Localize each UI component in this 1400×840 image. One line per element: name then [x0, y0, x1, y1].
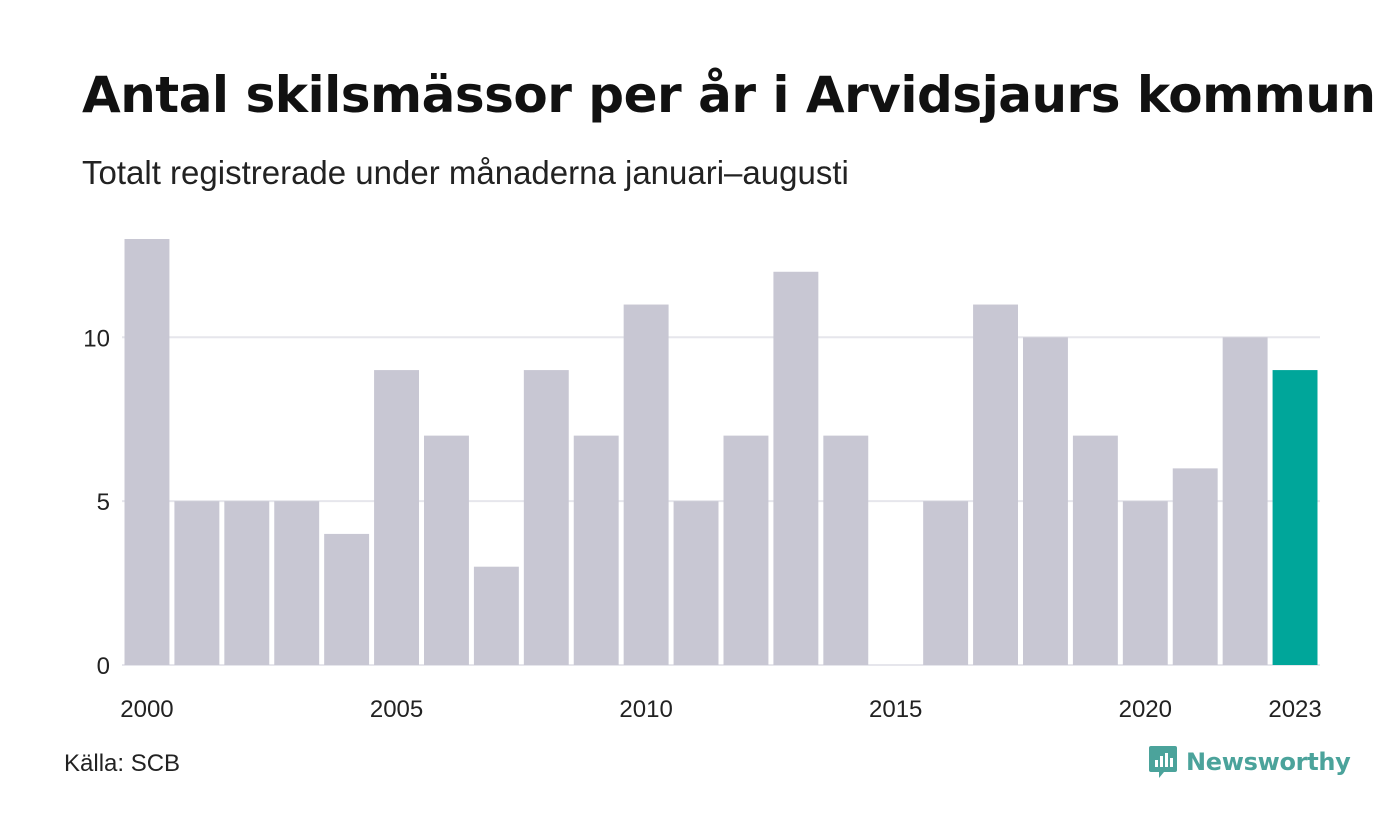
y-tick-label: 5: [97, 489, 110, 516]
y-tick-label: 10: [83, 325, 110, 352]
gridlines: [122, 336, 1320, 666]
chart-subtitle: Totalt registrerade under månaderna janu…: [82, 154, 849, 191]
chart-title: Antal skilsmässor per år i Arvidsjaurs k…: [82, 66, 1376, 124]
y-tick-label: 0: [97, 653, 110, 680]
bars: [124, 239, 1318, 665]
bar-2010: [623, 304, 669, 665]
x-tick-label: 2023: [1268, 696, 1321, 723]
x-tick-label: 2005: [370, 696, 423, 723]
y-axis-ticks: 0 5 10: [83, 325, 110, 680]
bar-2002: [224, 501, 270, 665]
brand-logo: Newsworthy: [1148, 742, 1351, 782]
bar-2001: [174, 501, 220, 665]
bar-2011: [673, 501, 719, 665]
bar-2020: [1122, 501, 1168, 665]
source-note: Källa: SCB: [64, 750, 181, 777]
bar-2007: [473, 566, 519, 665]
bar-2006: [424, 435, 469, 665]
bar-2021: [1172, 468, 1218, 665]
bar-2005: [374, 370, 419, 665]
bar-2003: [274, 501, 320, 665]
bar-2014: [823, 435, 869, 665]
bar-2012: [723, 435, 769, 665]
x-tick-label: 2010: [619, 696, 672, 723]
bar-2004: [324, 533, 370, 665]
brand-name: Newsworthy: [1186, 748, 1351, 776]
bar-2019: [1072, 435, 1118, 665]
bar-2008: [523, 370, 569, 665]
bar-2000: [124, 239, 170, 665]
newsworthy-logo-icon: [1149, 746, 1177, 778]
x-axis-ticks: 2000 2005 2010 2015 2020 2023: [120, 696, 1321, 723]
x-tick-label: 2020: [1119, 696, 1172, 723]
bar-2016: [923, 501, 969, 665]
x-tick-label: 2015: [869, 696, 922, 723]
bar-2018: [1023, 337, 1068, 665]
bar-2013: [773, 271, 819, 665]
bar-2017: [973, 304, 1018, 665]
bar-2009: [573, 435, 619, 665]
bar-2022: [1222, 337, 1268, 665]
x-tick-label: 2000: [120, 696, 173, 723]
bar-2023: [1272, 370, 1318, 665]
